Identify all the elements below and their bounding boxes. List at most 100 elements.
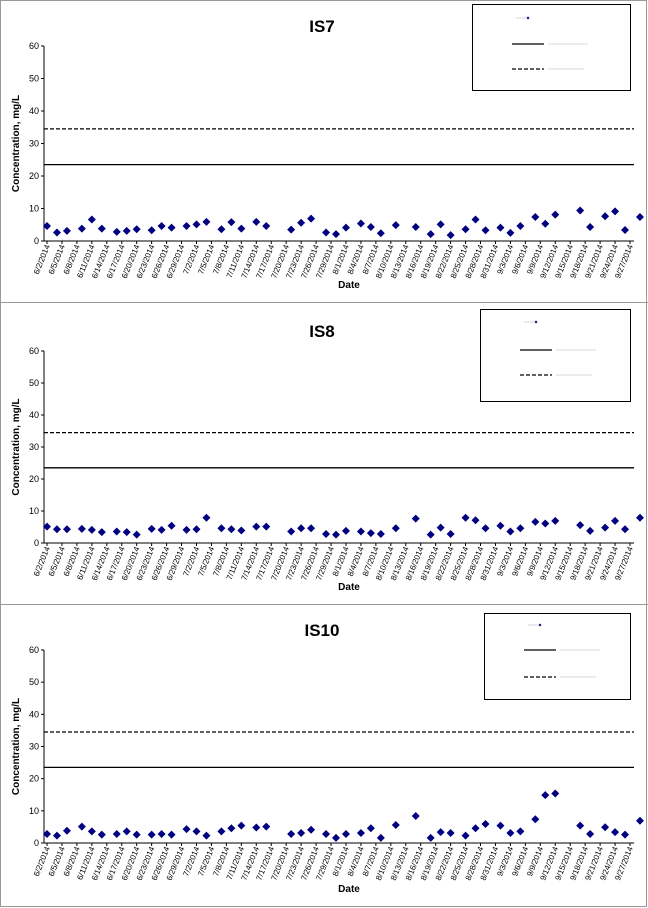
chart-3-data-point [426, 833, 435, 842]
chart-3-data-point [446, 829, 455, 838]
chart-2-data-point [516, 524, 525, 533]
chart-1-data-point [341, 223, 350, 232]
chart-1-y-tick-label: 60 [29, 41, 39, 51]
chart-1-data-point [62, 226, 71, 235]
chart-3-data-point [376, 833, 385, 842]
chart-3-data-point [481, 820, 490, 829]
chart-3-data-point [332, 833, 341, 842]
chart-2-data-point [252, 522, 261, 531]
chart-3-data-point [356, 829, 365, 838]
chart-3-data-point [322, 829, 331, 838]
chart-1-data-point [611, 207, 620, 216]
chart-1-data-point [87, 215, 96, 224]
chart-2-data-point [262, 522, 271, 531]
chart-2-data-point [147, 524, 156, 533]
chart-1-y-axis-title: Concentration, mg/L [11, 95, 22, 192]
chart-3-data-point [252, 823, 261, 832]
chart-1-data-point [132, 225, 141, 234]
chart-3-data-point [366, 824, 375, 833]
chart-3-y-tick-label: 20 [29, 774, 39, 784]
chart-1-data-point [446, 231, 455, 240]
chart-3-y-tick-label: 30 [29, 742, 39, 752]
chart-2-data-point [576, 521, 585, 530]
chart-2-data-point [97, 528, 106, 537]
chart-2-legend [480, 309, 631, 402]
chart-2-data-point [237, 526, 246, 535]
chart-3-y-tick-label: 50 [29, 677, 39, 687]
chart-3-data-point [237, 821, 246, 830]
chart-1-data-point [227, 218, 236, 227]
chart-1-data-point [426, 230, 435, 239]
chart-2-y-tick-label: 60 [29, 346, 39, 356]
chart-1-y-tick-label: 20 [29, 171, 39, 181]
chart-2-data-point [202, 513, 211, 522]
chart-2-data-point [43, 522, 51, 531]
chart-3-data-point [77, 822, 86, 831]
chart-1-data-point [322, 228, 331, 237]
chart-3-y-tick-label: 60 [29, 645, 39, 655]
chart-3-data-point [586, 829, 595, 838]
chart-1-data-point [192, 220, 201, 229]
chart-3-y-axis-title: Concentration, mg/L [11, 698, 22, 795]
chart-2-data-point [446, 530, 455, 539]
chart-3-y-tick-label: 10 [29, 806, 39, 816]
chart-1-data-point [481, 226, 490, 235]
chart-2-y-tick-label: 20 [29, 474, 39, 484]
chart-2-data-point [297, 524, 306, 533]
chart-2-data-point [192, 525, 201, 534]
chart-3-y-tick-label: 0 [34, 838, 39, 848]
chart-1-data-point [252, 217, 261, 226]
chart-2-y-tick-label: 30 [29, 442, 39, 452]
chart-1-data-point [436, 220, 445, 229]
chart-1-data-point [506, 228, 515, 237]
chart-1-data-point [77, 224, 86, 233]
chart-3-data-point [262, 822, 271, 831]
chart-3-legend [484, 613, 631, 700]
chart-3-data-point [52, 831, 61, 840]
chart-1-y-tick-label: 0 [34, 236, 39, 246]
chart-2-data-point [531, 517, 540, 526]
chart-3-data-point [307, 825, 316, 834]
chart-2-data-point [366, 529, 375, 538]
chart-3-data-point [227, 824, 236, 833]
chart-2-data-point [77, 524, 86, 533]
chart-3-data-point [182, 825, 191, 834]
chart-3-data-point [635, 816, 644, 825]
chart-1-data-point [461, 225, 470, 234]
chart-1-data-point [391, 221, 400, 230]
chart-1-legend [472, 4, 631, 91]
chart-1-data-point [332, 230, 341, 239]
chart-3-data-point [147, 830, 156, 839]
chart-3-title: IS10 [305, 621, 340, 640]
chart-1-data-point [635, 212, 644, 221]
chart-2-data-point [112, 527, 121, 536]
chart-1-data-point [586, 223, 595, 232]
chart-2-data-point [506, 527, 515, 536]
chart-3-data-point [471, 824, 480, 833]
chart-2-data-point [356, 527, 365, 536]
chart-1-data-point [516, 222, 525, 231]
chart-2-data-point [341, 526, 350, 535]
chart-2-data-point [62, 525, 71, 534]
chart-2-data-point [52, 525, 61, 534]
chart-2-y-axis-title: Concentration, mg/L [11, 398, 22, 495]
chart-2-data-point [436, 523, 445, 532]
chart-1-data-point [551, 210, 560, 219]
chart-1-data-point [43, 222, 51, 231]
chart-2-data-point [376, 530, 385, 539]
chart-3-legend-marker [538, 623, 542, 627]
chart-2-data-point [601, 523, 610, 532]
chart-3-data-point [122, 827, 131, 836]
chart-1-data-point [356, 219, 365, 228]
chart-1-data-point [237, 224, 246, 233]
chart-2-y-tick-label: 10 [29, 506, 39, 516]
chart-1-data-point [202, 217, 211, 226]
chart-1-data-point [147, 226, 156, 235]
chart-3-data-point [411, 811, 420, 820]
chart-1-y-tick-label: 10 [29, 204, 39, 214]
chart-3-data-point [87, 827, 96, 836]
chart-3-data-point [461, 831, 470, 840]
chart-3-data-point [112, 829, 121, 838]
chart-3-data-point [62, 826, 71, 835]
